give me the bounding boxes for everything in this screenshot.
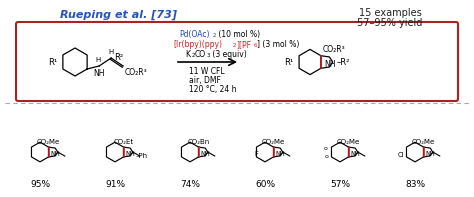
Text: 74%: 74% [180,180,200,189]
Text: NH: NH [350,151,360,157]
Text: 60%: 60% [255,180,275,189]
Text: NH: NH [50,151,60,157]
Text: H: H [95,57,101,63]
Text: o: o [324,146,328,151]
Text: CO: CO [195,50,206,59]
Text: CO₂R³: CO₂R³ [323,45,346,54]
Text: NH: NH [275,151,285,157]
Text: Cl: Cl [398,152,404,158]
Text: (3 equiv): (3 equiv) [210,50,247,59]
Text: NH: NH [201,151,210,157]
Text: H: H [109,49,114,55]
Text: CO₂Me: CO₂Me [412,139,435,145]
Text: CO₂Me: CO₂Me [262,139,285,145]
Text: CO₂Bn: CO₂Bn [187,139,210,145]
Text: 57–95% yield: 57–95% yield [357,18,423,28]
Text: NH: NH [425,151,435,157]
Text: o: o [325,154,328,159]
Text: ] (3 mol %): ] (3 mol %) [257,40,300,49]
Text: 2: 2 [233,43,237,48]
Text: 11 W CFL: 11 W CFL [189,67,225,76]
Text: 2: 2 [192,53,195,58]
Text: NH: NH [93,69,105,78]
Text: ][PF: ][PF [236,40,251,49]
Text: NH: NH [325,60,336,69]
Text: 57%: 57% [330,180,350,189]
Text: 6: 6 [254,43,257,48]
Text: Pd(OAc): Pd(OAc) [179,30,210,39]
Text: 3: 3 [207,53,210,58]
Text: NH: NH [125,151,135,157]
Text: 95%: 95% [30,180,50,189]
Text: CO₂Me: CO₂Me [37,139,60,145]
Text: 120 °C, 24 h: 120 °C, 24 h [189,85,237,94]
Text: R²: R² [114,53,123,62]
Text: 83%: 83% [405,180,425,189]
Text: F: F [255,151,258,157]
Text: CO₂Et: CO₂Et [113,139,134,145]
Text: –R²: –R² [337,58,350,67]
Text: R¹: R¹ [48,58,57,67]
Text: K: K [185,50,190,59]
Text: –Ph: –Ph [135,153,147,159]
Text: 15 examples: 15 examples [359,8,421,18]
Text: (10 mol %): (10 mol %) [216,30,260,39]
Text: 91%: 91% [105,180,125,189]
Text: air, DMF: air, DMF [189,76,221,85]
Text: CO₂Me: CO₂Me [337,139,360,145]
Text: [Ir(bpy)(ppy): [Ir(bpy)(ppy) [173,40,222,49]
Text: CO₂R³: CO₂R³ [125,68,148,77]
Text: Rueping et al. [73]: Rueping et al. [73] [60,10,177,20]
Text: 2: 2 [213,33,217,38]
Text: R¹: R¹ [284,58,293,67]
